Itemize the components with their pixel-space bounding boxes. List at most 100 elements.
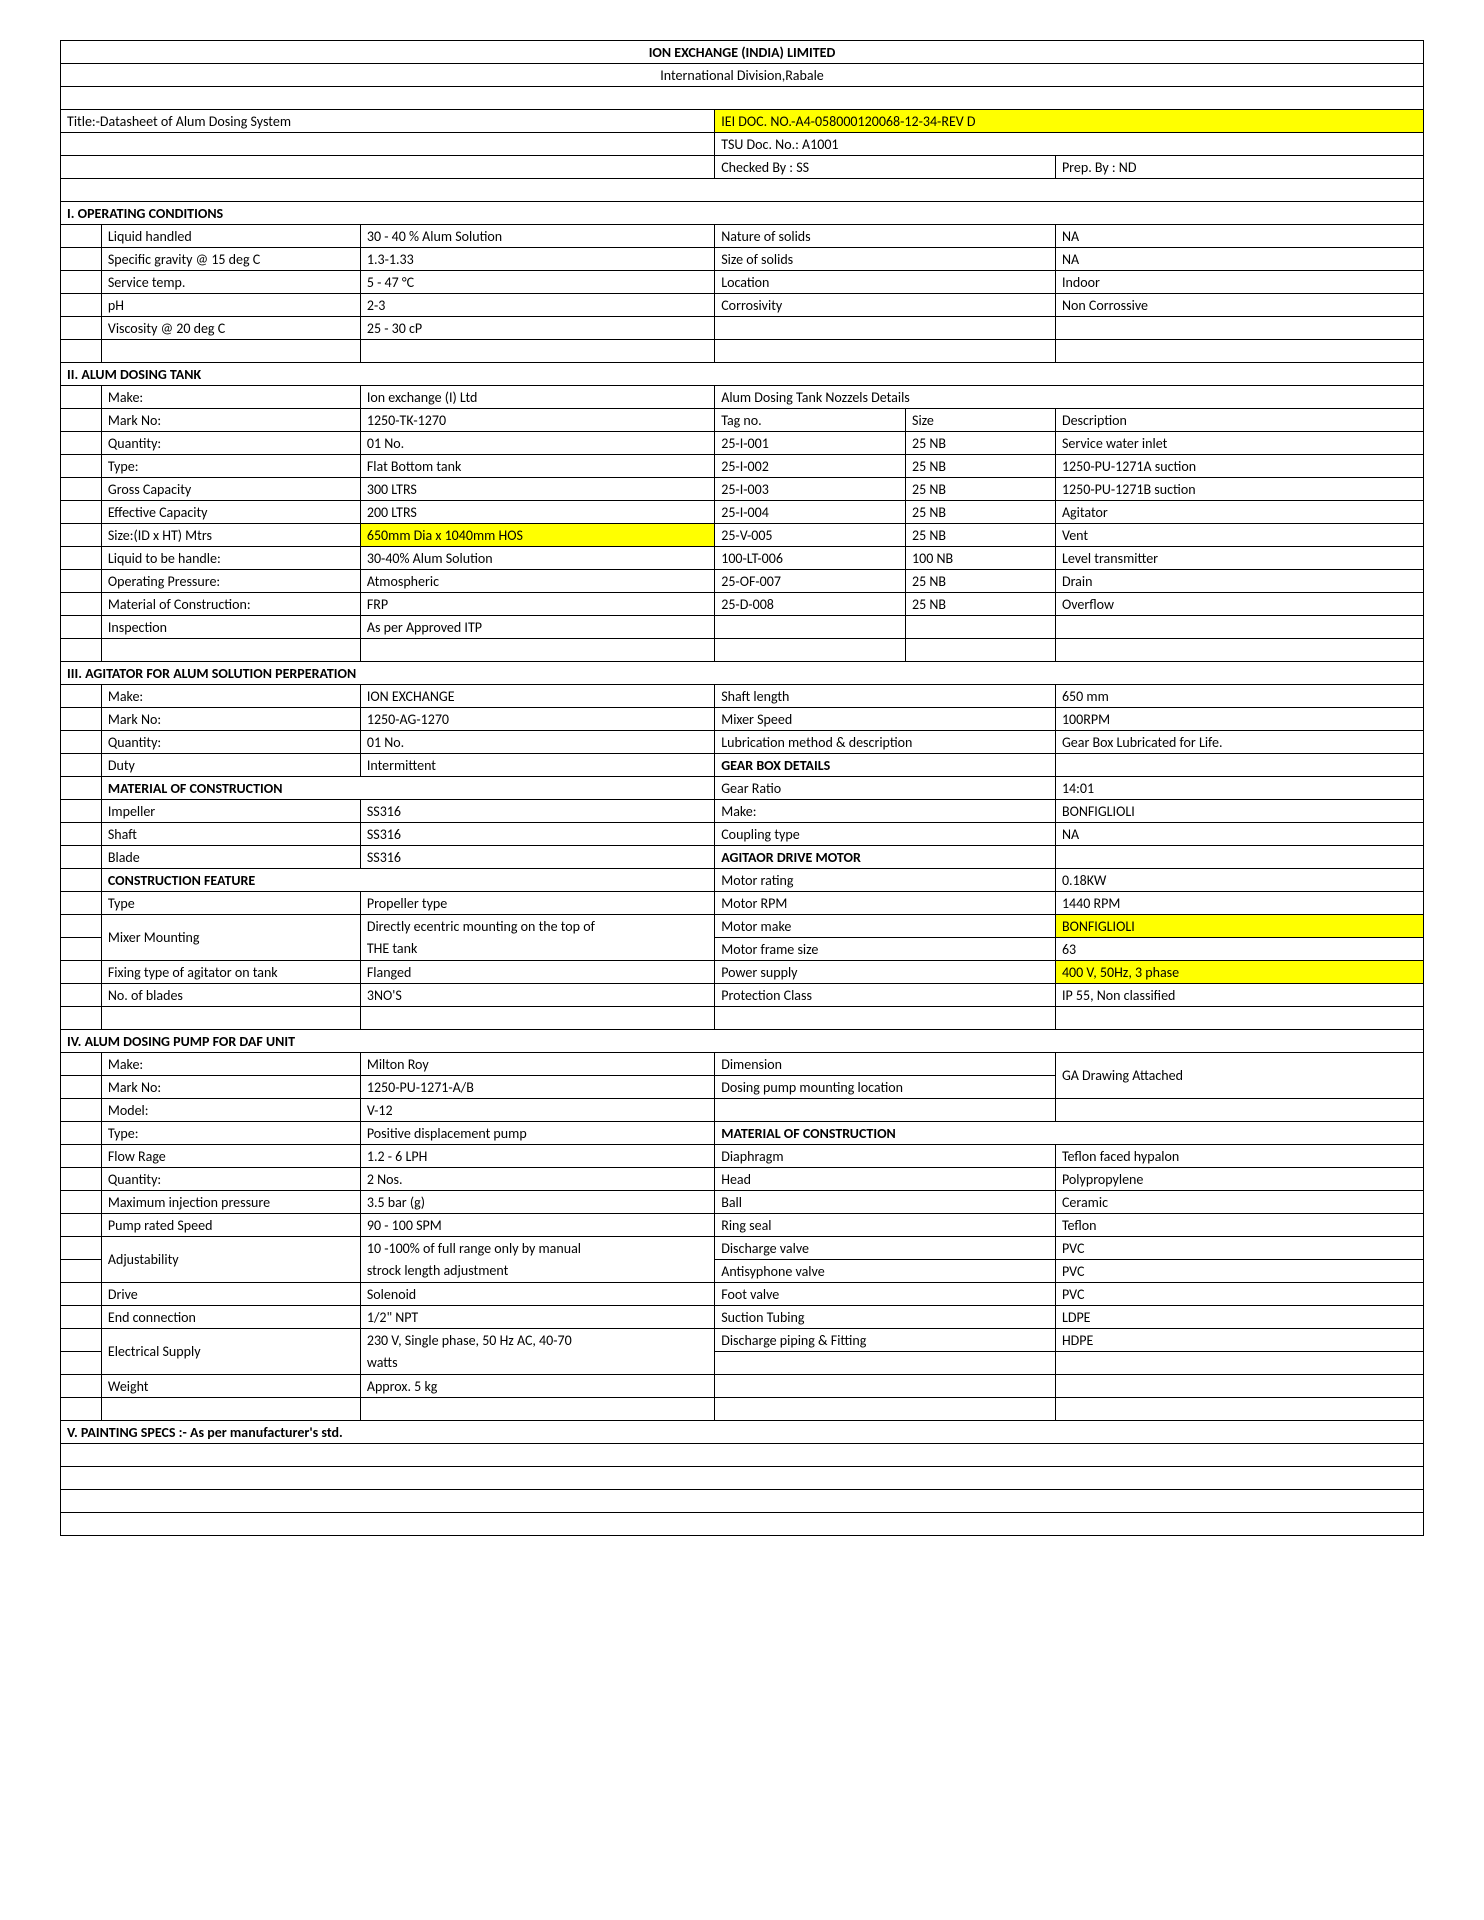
cell xyxy=(61,248,102,271)
cell xyxy=(101,340,360,363)
cell: Type: xyxy=(101,455,360,478)
cell: CONSTRUCTION FEATURE xyxy=(101,869,714,892)
cell: Mark No: xyxy=(101,409,360,432)
cell xyxy=(61,501,102,524)
cell: 01 No. xyxy=(360,731,714,754)
cell xyxy=(1055,1398,1423,1421)
cell: Suction Tubing xyxy=(715,1306,1056,1329)
cell: 100 NB xyxy=(906,547,1056,570)
cell: Intermittent xyxy=(360,754,714,777)
cell: Mark No: xyxy=(101,1076,360,1099)
cell: Pump rated Speed xyxy=(101,1214,360,1237)
cell: 25 NB xyxy=(906,570,1056,593)
spacer xyxy=(61,87,1424,110)
cell xyxy=(715,317,1056,340)
cell: 2 Nos. xyxy=(360,1168,714,1191)
spacer xyxy=(61,179,1424,202)
cell: THE tank xyxy=(360,938,714,961)
cell: 300 LTRS xyxy=(360,478,714,501)
cell: Discharge valve xyxy=(715,1237,1056,1260)
cell: Mixer Mounting xyxy=(101,915,360,961)
cell xyxy=(360,639,714,662)
cell: Flow Rage xyxy=(101,1145,360,1168)
cell: Nature of solids xyxy=(715,225,1056,248)
cell xyxy=(715,1375,1056,1398)
cell: Atmospheric xyxy=(360,570,714,593)
cell: Agitator xyxy=(1055,501,1423,524)
cell: MATERIAL OF CONSTRUCTION xyxy=(101,777,714,800)
cell: Motor make xyxy=(715,915,1056,938)
cell: Shaft length xyxy=(715,685,1056,708)
division: International Division,Rabale xyxy=(61,64,1424,87)
cell xyxy=(61,1076,102,1099)
cell: GEAR BOX DETAILS xyxy=(715,754,1056,777)
cell xyxy=(61,317,102,340)
cell: Gear Box Lubricated for Life. xyxy=(1055,731,1423,754)
cell: 0.18KW xyxy=(1055,869,1423,892)
cell xyxy=(906,616,1056,639)
cell: Ceramic xyxy=(1055,1191,1423,1214)
cell: Quantity: xyxy=(101,1168,360,1191)
cell: HDPE xyxy=(1055,1329,1423,1352)
cell xyxy=(1055,1352,1423,1375)
cell: 230 V, Single phase, 50 Hz AC, 40-70 xyxy=(360,1329,714,1352)
cell: Teflon faced hypalon xyxy=(1055,1145,1423,1168)
cell: FRP xyxy=(360,593,714,616)
cell xyxy=(715,1352,1056,1375)
cell xyxy=(61,478,102,501)
cell xyxy=(61,846,102,869)
cell: Gross Capacity xyxy=(101,478,360,501)
cell: Diaphragm xyxy=(715,1145,1056,1168)
cell: 63 xyxy=(1055,938,1423,961)
cell xyxy=(61,800,102,823)
cell xyxy=(61,823,102,846)
cell: Directly ecentric mounting on the top of xyxy=(360,915,714,938)
cell: Quantity: xyxy=(101,432,360,455)
cell xyxy=(61,938,102,961)
cell: Drain xyxy=(1055,570,1423,593)
cell xyxy=(61,754,102,777)
cell: Head xyxy=(715,1168,1056,1191)
section-2-title: II. ALUM DOSING TANK xyxy=(61,363,1424,386)
cell: Operating Pressure: xyxy=(101,570,360,593)
cell xyxy=(61,386,102,409)
cell xyxy=(101,639,360,662)
cell: AGITAOR DRIVE MOTOR xyxy=(715,846,1056,869)
cell: Description xyxy=(1055,409,1423,432)
cell: BONFIGLIOLI xyxy=(1055,800,1423,823)
cell: Polypropylene xyxy=(1055,1168,1423,1191)
cell: ION EXCHANGE xyxy=(360,685,714,708)
cell: Specific gravity @ 15 deg C xyxy=(101,248,360,271)
cell xyxy=(906,639,1056,662)
cell: Positive displacement pump xyxy=(360,1122,714,1145)
cell: LDPE xyxy=(1055,1306,1423,1329)
cell xyxy=(1055,639,1423,662)
cell xyxy=(61,1306,102,1329)
cell: 25-I-003 xyxy=(715,478,906,501)
cell: Solenoid xyxy=(360,1283,714,1306)
cell xyxy=(1055,1099,1423,1122)
cell: SS316 xyxy=(360,846,714,869)
cell: Level transmitter xyxy=(1055,547,1423,570)
cell xyxy=(61,1352,102,1375)
cell: Adjustability xyxy=(101,1237,360,1283)
cell xyxy=(61,1283,102,1306)
cell xyxy=(715,1099,1056,1122)
cell xyxy=(360,1007,714,1030)
cell xyxy=(61,777,102,800)
cell: 25 NB xyxy=(906,478,1056,501)
cell: watts xyxy=(360,1352,714,1375)
cell: 25-V-005 xyxy=(715,524,906,547)
cell xyxy=(61,892,102,915)
cell: Dimension xyxy=(715,1053,1056,1076)
section-4-title: IV. ALUM DOSING PUMP FOR DAF UNIT xyxy=(61,1030,1424,1053)
cell: No. of blades xyxy=(101,984,360,1007)
checked-by: Checked By : SS xyxy=(715,156,1056,179)
nozzle-header: Alum Dosing Tank Nozzels Details xyxy=(715,386,1424,409)
cell xyxy=(360,1398,714,1421)
cell xyxy=(61,616,102,639)
cell: PVC xyxy=(1055,1237,1423,1260)
cell: Size xyxy=(906,409,1056,432)
cell: BONFIGLIOLI xyxy=(1055,915,1423,938)
cell: Service temp. xyxy=(101,271,360,294)
